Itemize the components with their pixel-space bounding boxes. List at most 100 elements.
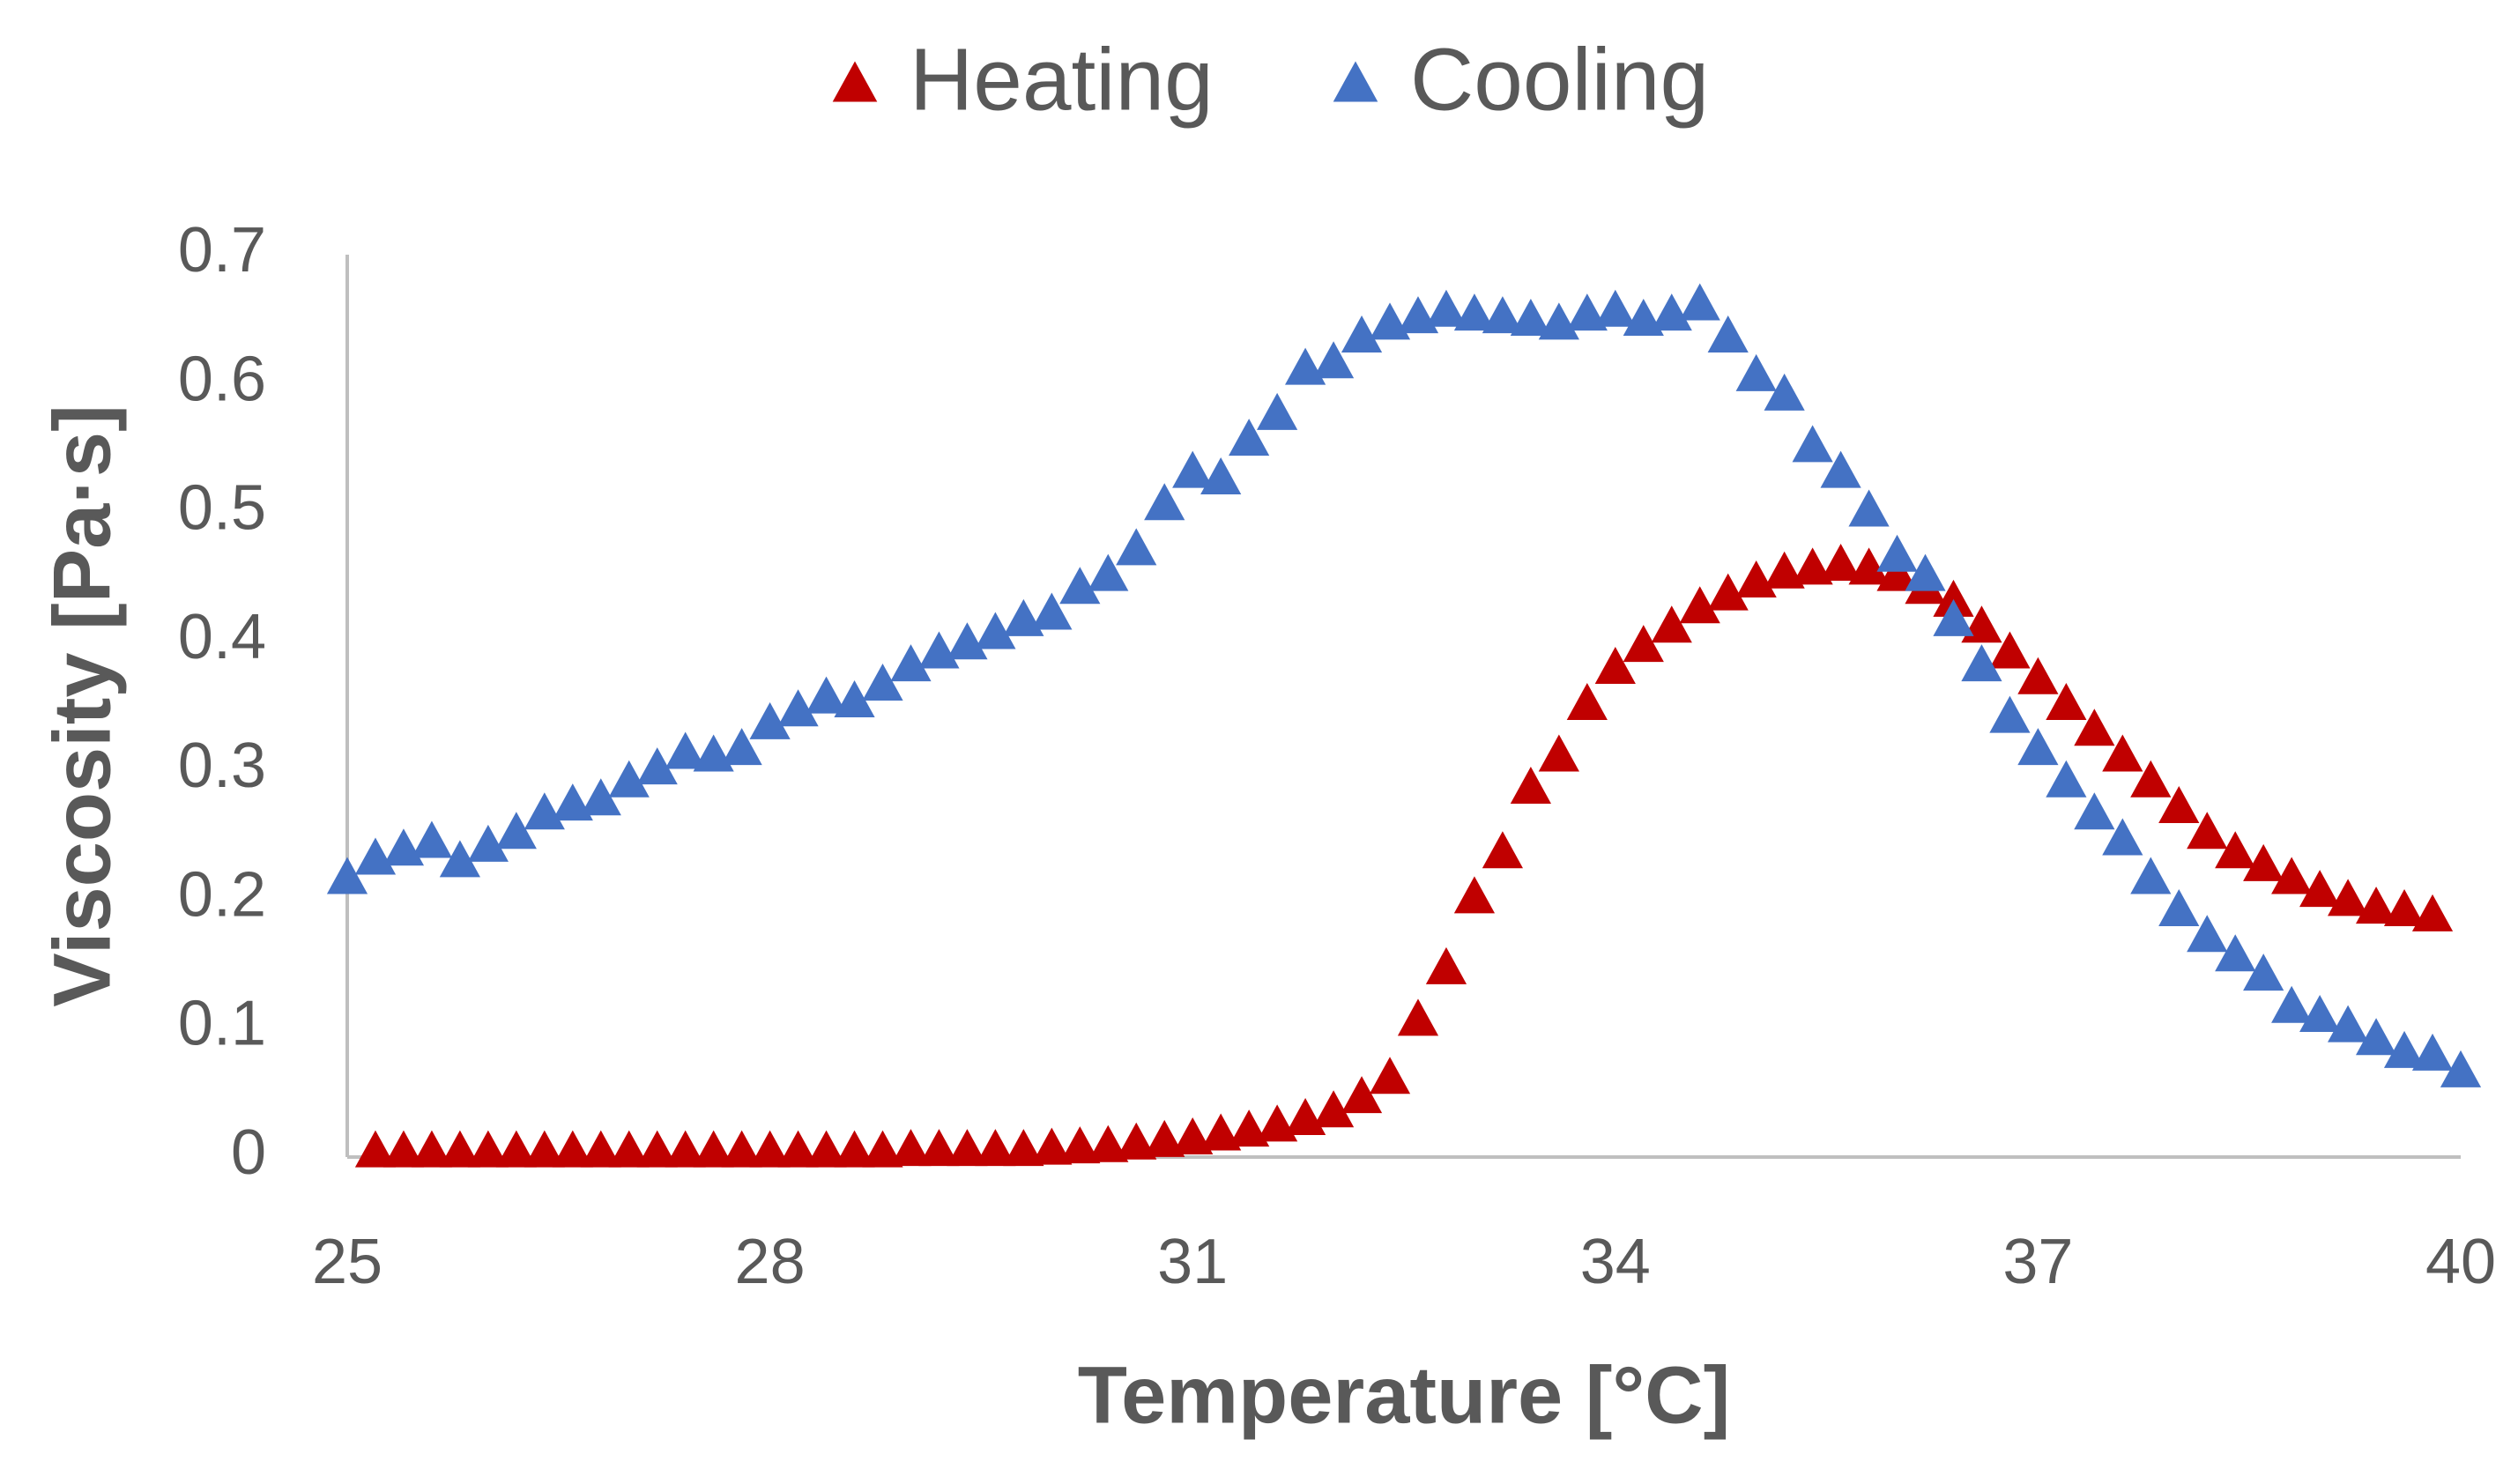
x-tick-label: 25: [312, 1227, 383, 1297]
marker: [580, 1130, 621, 1168]
marker: [411, 1130, 453, 1168]
x-tick-label: 40: [2425, 1227, 2496, 1297]
legend-text: Heating: [910, 30, 1214, 129]
marker: [1200, 456, 1242, 494]
marker: [1707, 315, 1749, 353]
marker: [975, 1129, 1016, 1167]
marker: [2102, 818, 2143, 856]
marker: [1257, 392, 1298, 430]
marker: [1848, 489, 1890, 527]
marker: [2243, 843, 2284, 881]
y-tick-label: 0.4: [178, 602, 266, 672]
marker: [1482, 296, 1524, 334]
marker: [1229, 419, 1270, 456]
y-axis-title: Viscosity [Pa·s]: [37, 404, 127, 1007]
marker: [495, 1130, 537, 1168]
marker: [2299, 870, 2341, 908]
marker: [2215, 934, 2256, 972]
marker: [693, 1130, 734, 1168]
marker: [1905, 553, 1946, 591]
marker: [1679, 586, 1720, 624]
marker: [1594, 647, 1636, 684]
marker: [1735, 353, 1777, 391]
marker: [1933, 598, 1974, 636]
marker: [2130, 857, 2172, 894]
marker: [947, 1129, 988, 1167]
marker: [524, 1130, 565, 1168]
marker: [862, 664, 903, 701]
marker: [608, 760, 650, 798]
marker: [2328, 879, 2369, 916]
marker: [2017, 657, 2059, 694]
marker: [467, 1130, 509, 1168]
marker: [1651, 605, 1692, 643]
marker: [326, 857, 368, 894]
marker: [1312, 341, 1355, 379]
marker: [2355, 1018, 2397, 1056]
marker: [890, 1129, 932, 1167]
marker: [1257, 1104, 1298, 1142]
marker: [2187, 915, 2228, 953]
y-tick-label: 0: [231, 1117, 266, 1188]
marker: [1989, 631, 2031, 669]
marker: [1510, 767, 1551, 805]
marker: [383, 1130, 425, 1168]
marker: [806, 676, 847, 714]
marker: [439, 1130, 480, 1168]
marker: [777, 689, 819, 727]
marker: [2383, 1030, 2425, 1068]
marker: [1200, 1113, 1242, 1151]
marker: [1764, 373, 1805, 411]
marker: [1876, 553, 1918, 591]
marker: [1848, 547, 1890, 585]
legend-marker: [832, 61, 878, 102]
marker: [439, 840, 480, 878]
x-tick-label: 37: [2002, 1227, 2073, 1297]
marker: [1031, 592, 1073, 630]
marker: [2243, 953, 2284, 991]
x-axis-title: Temperature [°C]: [1078, 1350, 1731, 1440]
marker: [2355, 887, 2397, 924]
marker: [1933, 579, 1974, 617]
marker: [1172, 1117, 1214, 1154]
marker: [777, 1130, 819, 1168]
marker: [2158, 889, 2200, 927]
marker: [2215, 831, 2256, 869]
y-tick-label: 0.3: [178, 731, 266, 801]
marker: [1369, 302, 1411, 340]
marker: [2074, 709, 2115, 746]
marker: [1425, 289, 1467, 327]
marker: [2440, 1050, 2482, 1087]
marker: [552, 1130, 593, 1168]
marker: [608, 1130, 650, 1168]
marker: [1341, 1076, 1383, 1114]
marker: [1961, 644, 2002, 682]
marker: [580, 778, 621, 816]
marker: [2046, 682, 2087, 720]
marker: [1369, 1057, 1411, 1094]
marker: [834, 680, 875, 718]
marker: [1088, 1124, 1129, 1162]
y-tick-label: 0.1: [178, 989, 266, 1059]
marker: [1820, 450, 1861, 488]
marker: [2158, 785, 2200, 823]
x-tick-label: 34: [1580, 1227, 1651, 1297]
marker: [1453, 876, 1496, 914]
marker: [2046, 760, 2087, 798]
marker: [1284, 347, 1326, 385]
marker: [1538, 734, 1579, 772]
marker: [1003, 598, 1044, 636]
y-tick-label: 0.7: [178, 215, 266, 286]
marker: [1312, 1090, 1355, 1128]
marker: [2271, 985, 2313, 1023]
y-tick-label: 0.5: [178, 473, 266, 544]
marker: [665, 1130, 706, 1168]
marker: [2328, 1005, 2369, 1043]
legend-text: Cooling: [1410, 30, 1709, 129]
marker: [1679, 283, 1720, 321]
marker: [2102, 734, 2143, 772]
marker: [636, 747, 678, 785]
marker: [2074, 792, 2115, 830]
